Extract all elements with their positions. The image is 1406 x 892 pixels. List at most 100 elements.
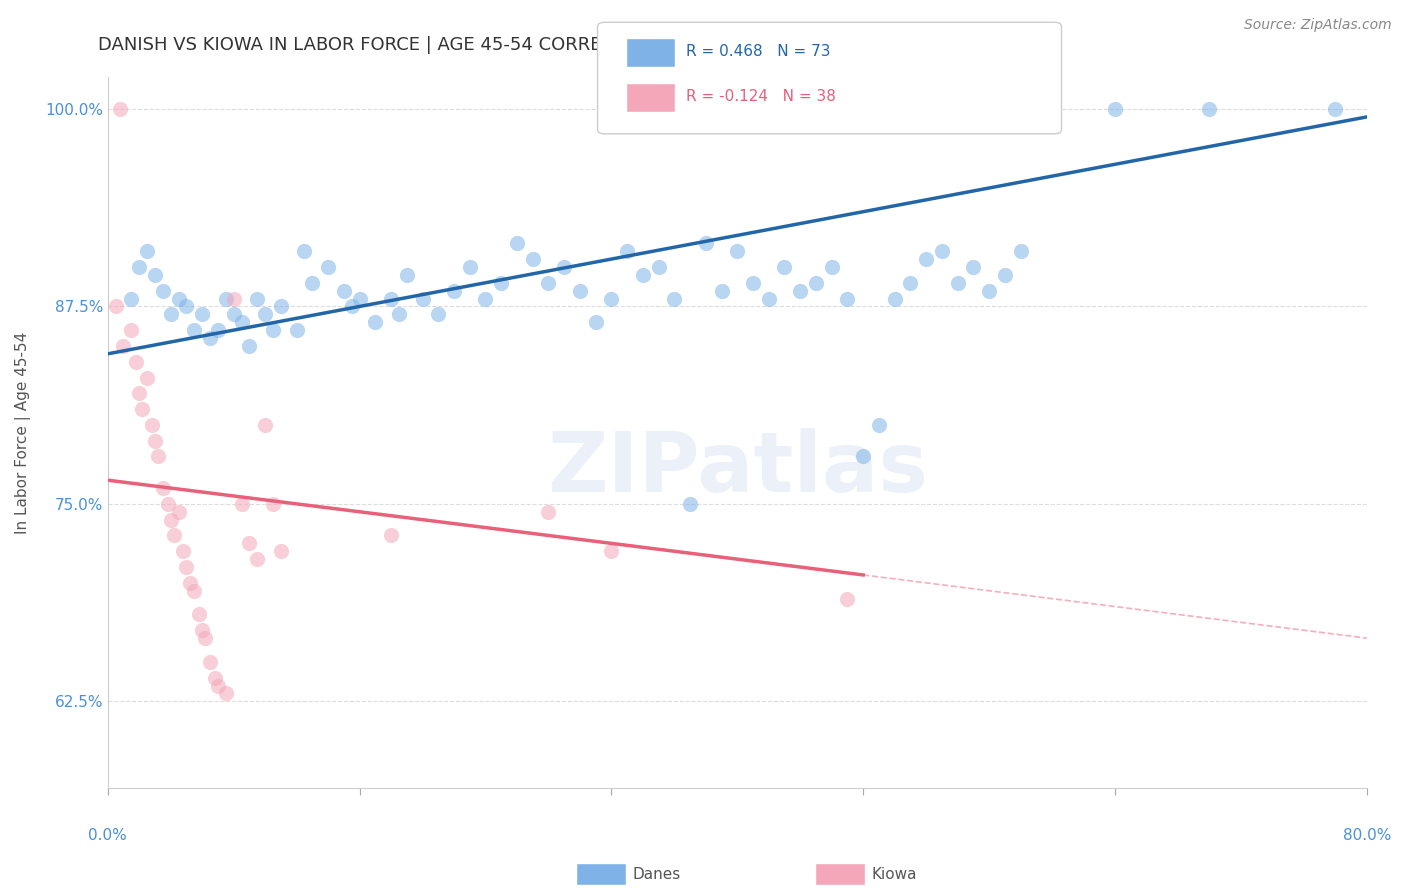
Point [301, 276, 323, 290]
Point [222, 292, 245, 306]
Point [489, 276, 512, 290]
Point [159, 513, 181, 527]
Point [631, 268, 654, 282]
Y-axis label: In Labor Force | Age 45-54: In Labor Force | Age 45-54 [15, 332, 31, 534]
Point [194, 631, 217, 645]
Point [152, 284, 174, 298]
Text: DANISH VS KIOWA IN LABOR FORCE | AGE 45-54 CORRELATION CHART: DANISH VS KIOWA IN LABOR FORCE | AGE 45-… [98, 36, 734, 54]
Point [1324, 102, 1347, 116]
Text: 0.0%: 0.0% [89, 828, 127, 843]
Point [246, 292, 269, 306]
Point [388, 307, 411, 321]
Point [188, 607, 211, 622]
Point [207, 679, 229, 693]
Point [136, 370, 159, 384]
Point [340, 300, 363, 314]
Point [198, 331, 221, 345]
Point [553, 260, 575, 274]
Point [143, 434, 166, 448]
Point [506, 236, 529, 251]
Point [725, 244, 748, 259]
Point [152, 481, 174, 495]
Point [143, 268, 166, 282]
Point [868, 417, 890, 432]
Point [167, 505, 190, 519]
Point [204, 671, 226, 685]
Point [191, 307, 214, 321]
Point [270, 300, 292, 314]
Point [1040, 102, 1063, 116]
Point [238, 536, 260, 550]
Point [458, 260, 481, 274]
Point [254, 307, 277, 321]
Point [141, 417, 163, 432]
Point [585, 315, 607, 329]
Point [167, 292, 190, 306]
Point [215, 686, 238, 700]
Point [191, 624, 214, 638]
Point [568, 284, 591, 298]
Text: R = -0.124   N = 38: R = -0.124 N = 38 [686, 89, 837, 103]
Point [789, 284, 811, 298]
Point [262, 497, 284, 511]
Point [146, 450, 169, 464]
Point [664, 292, 686, 306]
Point [231, 497, 253, 511]
Point [128, 386, 150, 401]
Point [349, 292, 371, 306]
Point [104, 300, 127, 314]
Point [427, 307, 450, 321]
Point [600, 292, 623, 306]
Point [758, 292, 780, 306]
Point [120, 323, 142, 337]
Text: ZIPatlas: ZIPatlas [547, 428, 928, 508]
Point [915, 252, 938, 266]
Point [120, 292, 142, 306]
Point [156, 497, 179, 511]
Point [946, 276, 969, 290]
Point [900, 276, 922, 290]
Point [616, 244, 638, 259]
Point [179, 575, 201, 590]
Point [837, 292, 859, 306]
Point [222, 307, 245, 321]
Point [136, 244, 159, 259]
Point [128, 260, 150, 274]
Point [163, 528, 186, 542]
Point [215, 292, 238, 306]
Point [537, 505, 560, 519]
Point [1025, 102, 1047, 116]
Point [474, 292, 496, 306]
Point [198, 655, 221, 669]
Point [742, 276, 765, 290]
Point [931, 244, 953, 259]
Point [710, 284, 733, 298]
Point [883, 292, 905, 306]
Point [537, 276, 560, 290]
Point [172, 544, 194, 558]
Point [246, 552, 269, 566]
Point [395, 268, 418, 282]
Text: Kiowa: Kiowa [872, 867, 917, 881]
Point [176, 300, 198, 314]
Point [1198, 102, 1220, 116]
Point [962, 260, 984, 274]
Text: Source: ZipAtlas.com: Source: ZipAtlas.com [1244, 18, 1392, 32]
Point [1010, 244, 1032, 259]
Point [852, 450, 875, 464]
Point [207, 323, 229, 337]
Point [294, 244, 316, 259]
Point [364, 315, 387, 329]
Point [159, 307, 181, 321]
Point [285, 323, 308, 337]
Point [183, 323, 205, 337]
Point [837, 591, 859, 606]
Point [647, 260, 669, 274]
Point [600, 544, 623, 558]
Point [773, 260, 796, 274]
Point [262, 323, 284, 337]
Point [316, 260, 339, 274]
Point [679, 497, 702, 511]
Text: Danes: Danes [633, 867, 681, 881]
Text: 80.0%: 80.0% [1343, 828, 1391, 843]
